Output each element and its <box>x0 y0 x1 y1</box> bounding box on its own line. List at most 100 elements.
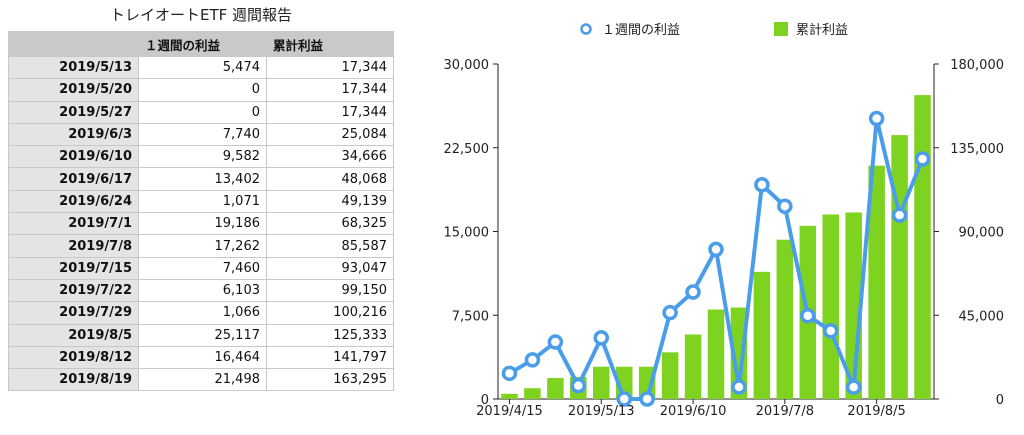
row-cumulative-profit: 49,139 <box>266 189 394 214</box>
row-date: 2019/6/3 <box>8 122 139 147</box>
bar-cumulative-profit <box>501 393 518 399</box>
point-weekly-profit <box>616 391 632 407</box>
bar-cumulative-profit <box>753 271 771 399</box>
row-date: 2019/7/15 <box>8 256 139 280</box>
row-cumulative-profit: 48,068 <box>266 167 394 191</box>
row-weekly-profit: 16,464 <box>138 345 267 370</box>
point-weekly-profit <box>547 334 564 350</box>
table-row: 2019/7/8 17,262 85,587 <box>8 234 394 258</box>
table-row: 2019/7/29 1,066 100,216 <box>8 301 394 325</box>
row-weekly-profit: 6,103 <box>138 278 267 303</box>
row-weekly-profit: 1,071 <box>138 189 267 214</box>
row-weekly-profit: 25,117 <box>138 323 267 347</box>
table-row: 2019/7/1 19,186 68,325 <box>8 212 394 236</box>
row-cumulative-profit: 68,325 <box>266 212 394 236</box>
point-weekly-profit <box>593 330 610 346</box>
header-weekly-profit: １週間の利益 <box>138 31 267 57</box>
y-left-tick-label: 7,500 <box>452 309 489 324</box>
row-cumulative-profit: 34,666 <box>266 145 394 169</box>
y-left-tick-label: 22,500 <box>444 142 490 157</box>
bar-cumulative-profit <box>822 214 839 399</box>
x-tick-label: 2019/4/15 <box>476 404 543 419</box>
weekly-report-table: １週間の利益 累計利益 2019/5/13 5,474 17,344 2019/5/2… <box>8 31 394 392</box>
row-date: 2019/8/19 <box>8 368 139 392</box>
point-weekly-profit <box>685 284 701 300</box>
row-date: 2019/7/22 <box>8 278 139 303</box>
y-left-tick-label: 30,000 <box>444 58 490 73</box>
table-row: 2019/7/15 7,460 93,047 <box>8 256 394 280</box>
x-tick-label: 2019/7/8 <box>756 404 814 419</box>
point-weekly-profit <box>914 151 931 167</box>
row-weekly-profit: 13,402 <box>138 167 267 191</box>
row-cumulative-profit: 99,150 <box>266 278 394 303</box>
row-cumulative-profit: 141,797 <box>266 345 394 370</box>
row-weekly-profit: 7,740 <box>138 122 267 147</box>
legend-label-cumulative: 累計利益 <box>796 22 848 38</box>
point-weekly-profit <box>662 304 678 321</box>
table-row: 2019/6/17 13,402 48,068 <box>8 167 394 191</box>
row-weekly-profit: 17,262 <box>138 234 267 258</box>
bar-cumulative-profit <box>891 135 908 399</box>
row-weekly-profit: 0 <box>138 100 267 124</box>
bar-cumulative-profit <box>868 165 885 399</box>
bar-cumulative-profit <box>524 388 541 399</box>
bar-cumulative-profit <box>661 352 679 399</box>
x-tick-label: 2019/8/5 <box>847 404 905 419</box>
point-weekly-profit <box>524 352 541 368</box>
row-cumulative-profit: 17,344 <box>266 78 394 102</box>
legend-label-weekly: １週間の利益 <box>602 23 680 38</box>
y-right-tick-label: 135,000 <box>950 142 1004 157</box>
row-cumulative-profit: 17,344 <box>266 55 394 80</box>
row-weekly-profit: 21,498 <box>138 368 267 392</box>
point-weekly-profit <box>754 177 770 193</box>
row-date: 2019/7/1 <box>8 212 139 236</box>
table-row: 2019/6/24 1,071 49,139 <box>8 189 394 214</box>
table-row: 2019/6/10 9,582 34,666 <box>8 145 394 169</box>
bar-cumulative-profit <box>707 309 725 399</box>
row-weekly-profit: 7,460 <box>138 256 267 280</box>
row-date: 2019/8/5 <box>8 323 139 347</box>
row-date: 2019/7/8 <box>8 234 139 258</box>
profit-chart: 0 7,500 15,000 22,500 30,000 0 45,000 90,000 135… <box>410 0 1020 435</box>
point-weekly-profit <box>570 377 587 394</box>
row-date: 2019/8/12 <box>8 345 139 370</box>
table-header-row: １週間の利益 累計利益 <box>8 31 394 57</box>
point-weekly-profit <box>639 391 655 407</box>
header-date <box>8 31 139 57</box>
bar-cumulative-profit <box>730 307 748 399</box>
row-weekly-profit: 0 <box>138 78 267 102</box>
bar-cumulative-profit <box>684 334 702 399</box>
row-cumulative-profit: 17,344 <box>266 100 394 124</box>
point-weekly-profit <box>800 307 816 324</box>
weekly-report-table-panel: トレイオートETF 週間報告 １週間の利益 累計利益 2019/5/13 5,47… <box>8 0 394 435</box>
point-weekly-profit <box>868 110 885 127</box>
row-date: 2019/6/17 <box>8 167 139 191</box>
table-row: 2019/5/20 0 17,344 <box>8 78 394 102</box>
bar-cumulative-profit <box>914 95 931 400</box>
row-date: 2019/6/24 <box>8 189 139 214</box>
row-date: 2019/5/27 <box>8 100 139 124</box>
point-weekly-profit <box>731 379 747 395</box>
row-cumulative-profit: 85,587 <box>266 234 394 258</box>
bar-cumulative-profit <box>593 366 610 399</box>
bar-cumulative-profit <box>776 239 794 399</box>
point-weekly-profit <box>891 207 908 223</box>
table-row: 2019/5/13 5,474 17,344 <box>8 55 394 80</box>
row-date: 2019/5/13 <box>8 55 139 80</box>
x-tick-label: 2019/5/13 <box>568 404 635 419</box>
table-row: 2019/7/22 6,103 99,150 <box>8 278 394 303</box>
legend-line-marker <box>580 23 592 35</box>
row-cumulative-profit: 125,333 <box>266 323 394 347</box>
point-weekly-profit <box>501 365 518 382</box>
table-row: 2019/8/12 16,464 141,797 <box>8 345 394 370</box>
table-row: 2019/5/27 0 17,344 <box>8 100 394 124</box>
row-weekly-profit: 5,474 <box>138 55 267 80</box>
row-date: 2019/5/20 <box>8 78 139 102</box>
table-title: トレイオートETF 週間報告 <box>109 6 293 24</box>
y-right-tick-label: 180,000 <box>950 58 1004 73</box>
table-body: 2019/5/13 5,474 17,344 2019/5/20 0 17,344 2019… <box>8 55 394 392</box>
row-cumulative-profit: 100,216 <box>266 301 394 325</box>
x-tick-label: 2019/6/10 <box>660 404 727 419</box>
chart-svg: 0 7,500 15,000 22,500 30,000 0 45,000 90,000 135… <box>444 22 1004 419</box>
table-row: 2019/6/3 7,740 25,084 <box>8 122 394 147</box>
